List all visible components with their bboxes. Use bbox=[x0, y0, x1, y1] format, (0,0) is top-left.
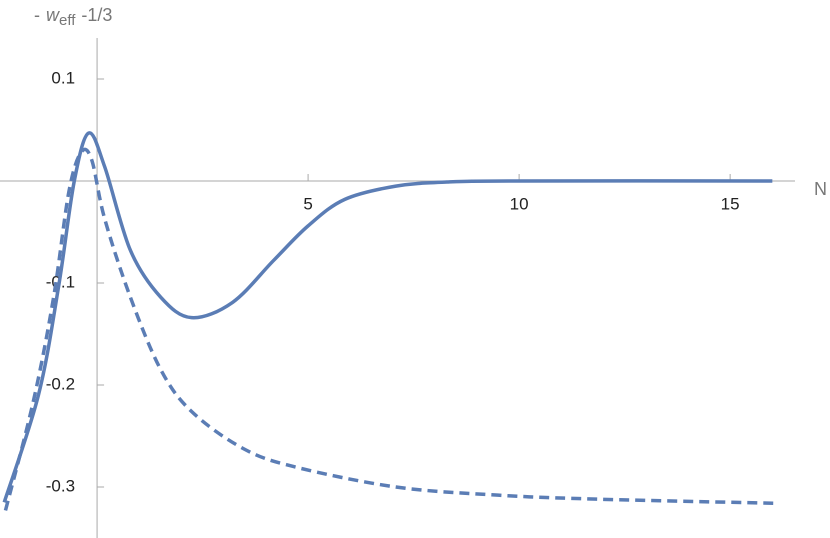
y-tick-label: -0.2 bbox=[46, 374, 75, 393]
x-tick-label: 10 bbox=[510, 194, 529, 213]
x-tick-label: 5 bbox=[303, 194, 312, 213]
series-line bbox=[2, 131, 773, 503]
x-tick-label: 15 bbox=[721, 194, 740, 213]
series-line bbox=[3, 147, 780, 511]
y-tick-label: -0.3 bbox=[46, 476, 75, 495]
x-axis-label: N bbox=[814, 179, 827, 199]
y-tick-label: 0.1 bbox=[51, 68, 75, 87]
y-axis-label: - weff -1/3 bbox=[34, 5, 112, 29]
